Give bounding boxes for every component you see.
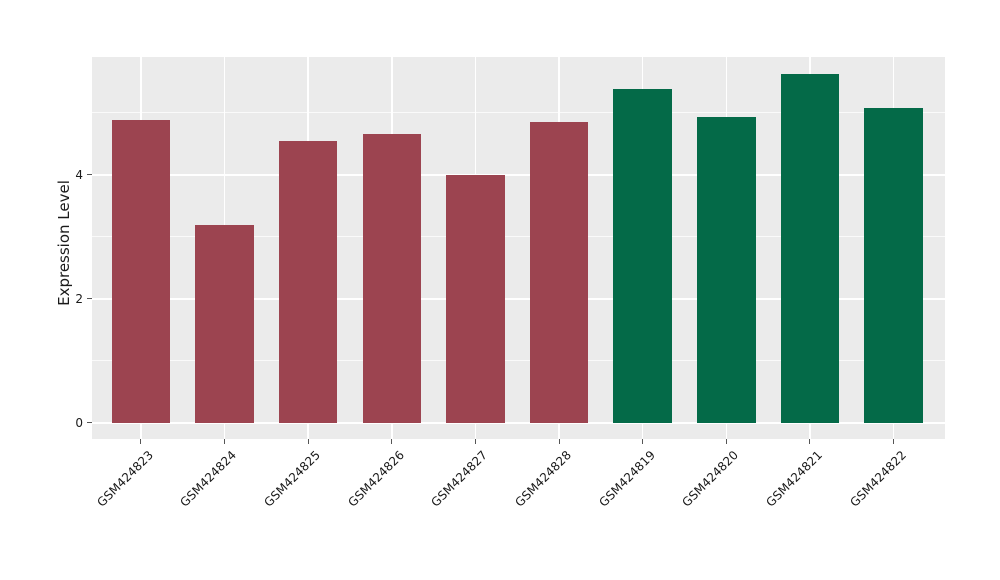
y-tick-mark — [87, 298, 92, 300]
x-tick-label: GSM424821 — [763, 448, 825, 510]
x-tick-mark — [558, 439, 560, 444]
bar-GSM424825 — [278, 140, 338, 423]
x-tick-label: GSM424822 — [846, 448, 909, 510]
x-tick-label: GSM424824 — [177, 448, 240, 510]
x-tick-mark — [809, 439, 811, 444]
x-tick-mark — [391, 439, 393, 444]
y-tick-label: 4 — [75, 167, 83, 182]
y-tick-mark — [87, 422, 92, 424]
x-tick-mark — [140, 439, 142, 444]
bar-GSM424823 — [111, 120, 171, 423]
bar-GSM424821 — [780, 73, 840, 423]
bar-GSM424828 — [529, 122, 589, 423]
x-tick-mark — [642, 439, 644, 444]
y-tick-label: 2 — [75, 291, 83, 306]
gridline-minor — [92, 236, 945, 238]
bar-GSM424824 — [195, 225, 254, 423]
bar-GSM424826 — [362, 133, 422, 423]
y-tick-label: 0 — [75, 415, 83, 430]
y-axis-label: Expression Level — [55, 180, 73, 306]
x-tick-label: GSM424825 — [261, 448, 324, 510]
x-tick-label: GSM424828 — [512, 448, 574, 510]
x-tick-label: GSM424819 — [596, 448, 658, 510]
gridline-major — [92, 421, 945, 424]
gridline-minor — [92, 112, 945, 114]
y-tick-mark — [87, 174, 92, 176]
x-tick-label: GSM424823 — [94, 448, 156, 510]
x-tick-mark — [725, 439, 727, 444]
x-tick-label: GSM424827 — [428, 448, 491, 510]
gridline-major — [92, 297, 945, 300]
bar-GSM424820 — [697, 116, 756, 423]
x-tick-mark — [307, 439, 309, 444]
x-tick-mark — [224, 439, 226, 444]
gridline-minor — [92, 360, 945, 362]
x-tick-label: GSM424826 — [345, 448, 407, 510]
x-tick-label: GSM424820 — [679, 448, 742, 510]
x-tick-mark — [474, 439, 476, 444]
bar-GSM424822 — [864, 107, 923, 423]
bar-GSM424827 — [446, 174, 505, 423]
x-tick-mark — [893, 439, 895, 444]
gridline-major — [92, 173, 945, 176]
bar-GSM424819 — [613, 88, 672, 423]
